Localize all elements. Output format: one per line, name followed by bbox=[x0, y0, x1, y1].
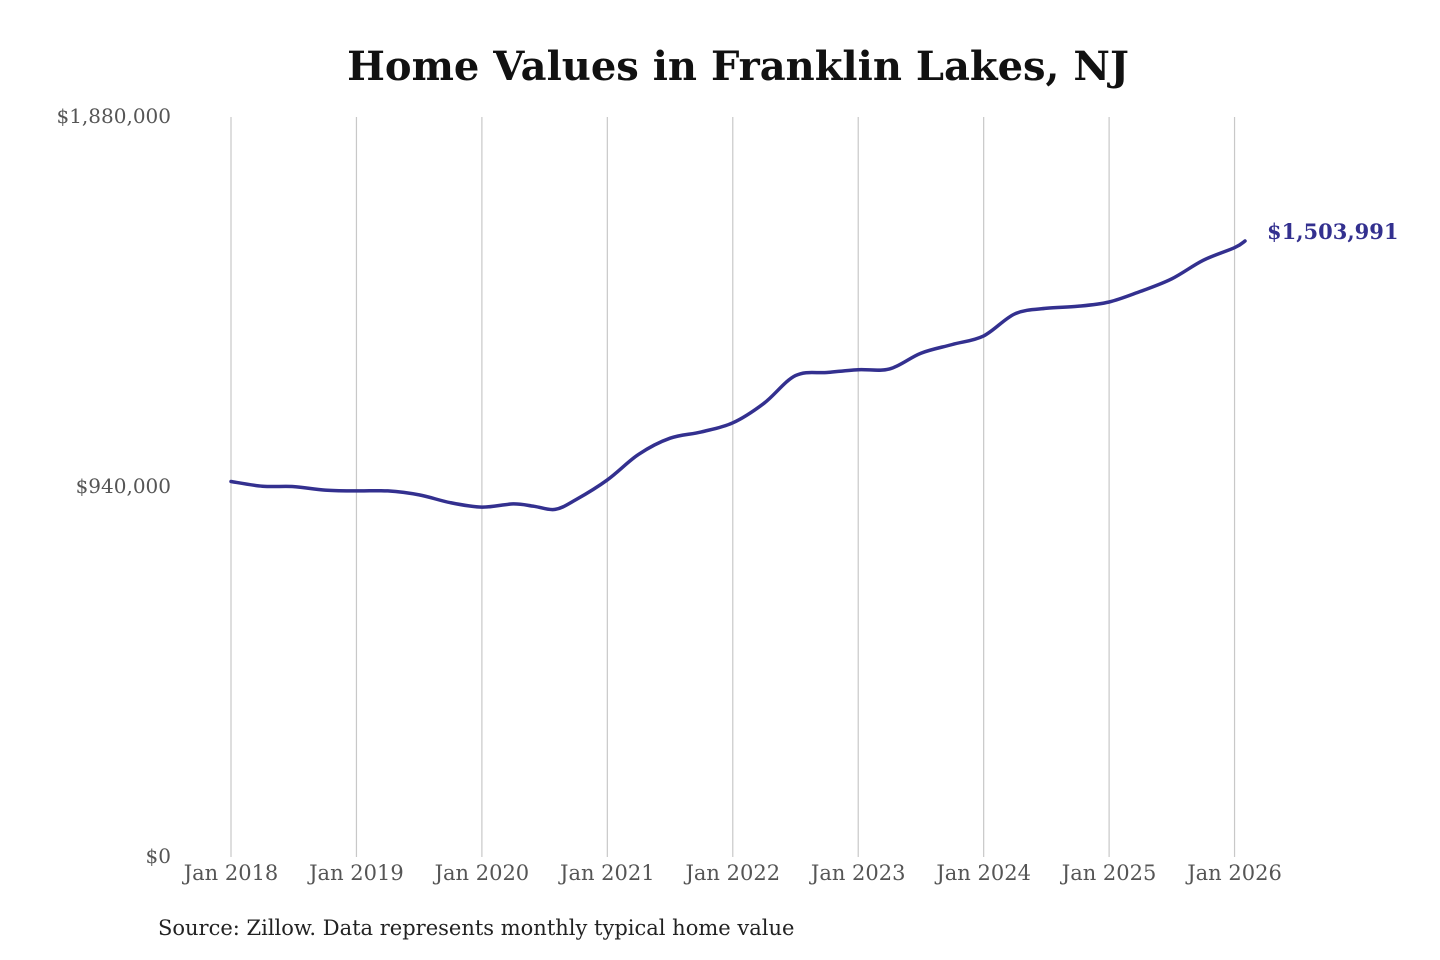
x-axis-tick-labels: Jan 2018 Jan 2019 Jan 2020 Jan 2021 Jan 2022… bbox=[182, 861, 1282, 885]
x-tick-label: Jan 2025 bbox=[1060, 861, 1157, 885]
x-tick-label: Jan 2026 bbox=[1185, 861, 1282, 885]
end-value-label: $1,503,991 bbox=[1267, 219, 1399, 244]
y-tick-label: $940,000 bbox=[76, 474, 171, 498]
end-value-labels: $1,503,991 bbox=[1267, 219, 1399, 244]
x-tick-label: Jan 2019 bbox=[307, 861, 404, 885]
series-line bbox=[229, 239, 1247, 512]
x-tick-label: Jan 2018 bbox=[182, 861, 279, 885]
x-tick-label: Jan 2020 bbox=[433, 861, 530, 885]
chart-title: Home Values in Franklin Lakes, NJ bbox=[347, 43, 1129, 90]
x-tick-label: Jan 2023 bbox=[809, 861, 906, 885]
x-tick-label: Jan 2021 bbox=[558, 861, 655, 885]
y-tick-label: $1,880,000 bbox=[56, 104, 171, 128]
source-note: Source: Zillow. Data represents monthly … bbox=[158, 916, 795, 940]
y-tick-label: $0 bbox=[146, 844, 171, 868]
x-tick-label: Jan 2024 bbox=[934, 861, 1031, 885]
y-axis-tick-labels: $0 $940,000 $1,880,000 bbox=[56, 104, 171, 868]
series-lines bbox=[229, 239, 1247, 512]
x-tick-label: Jan 2022 bbox=[683, 861, 780, 885]
vertical-gridlines bbox=[230, 117, 1236, 857]
